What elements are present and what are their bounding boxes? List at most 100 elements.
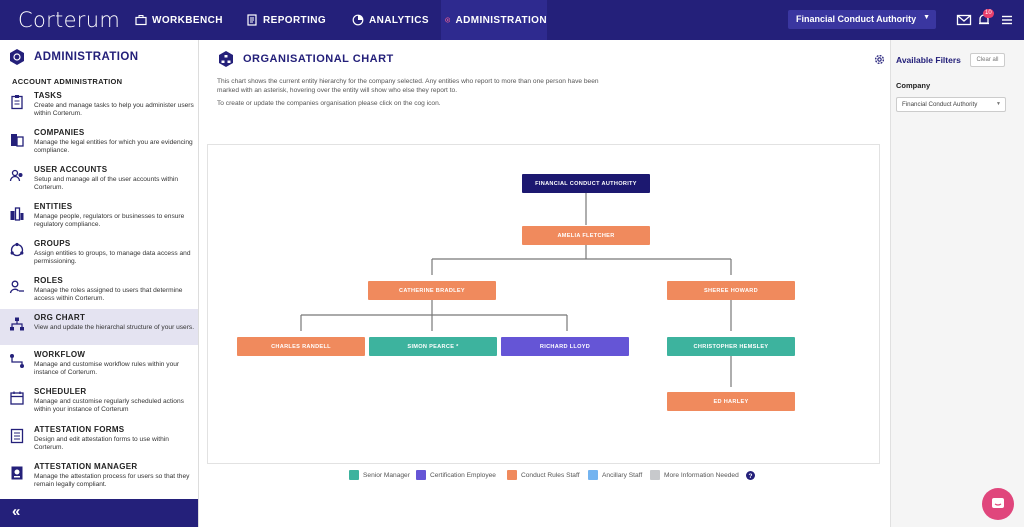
- sidebar-item-scheduler[interactable]: SCHEDULER Manage and customise regularly …: [0, 387, 198, 424]
- nav-administration[interactable]: ADMINISTRATION: [441, 0, 547, 40]
- nav-analytics-label: ANALYTICS: [369, 14, 429, 26]
- org-chart-connectors: [300, 193, 732, 387]
- building-icon: [11, 134, 24, 147]
- sidebar-item-org-chart[interactable]: ORG CHART View and update the hierarchal …: [0, 309, 198, 345]
- page-header: ORGANISATIONAL CHART: [217, 50, 394, 68]
- menu-icon[interactable]: [999, 12, 1015, 28]
- sidebar-item-description: Manage and customise workflow rules with…: [34, 361, 180, 377]
- legend-swatch: [416, 470, 426, 480]
- sidebar-item-user-accounts[interactable]: USER ACCOUNTS Setup and manage all of the…: [0, 165, 198, 202]
- nav-reporting-label: REPORTING: [263, 14, 327, 26]
- mail-icon[interactable]: [956, 12, 972, 28]
- workflow-icon: [10, 354, 24, 368]
- company-selector[interactable]: Financial Conduct Authority ▼: [788, 10, 936, 29]
- top-bar: Corterum WORKBENCH REPORTING ANALYTICS A…: [0, 0, 1024, 40]
- sidebar-item-title: ATTESTATION MANAGER: [34, 462, 138, 471]
- sidebar-item-title: ENTITIES: [34, 202, 73, 211]
- sidebar-item-companies[interactable]: COMPANIES Manage the legal entities for w…: [0, 128, 198, 165]
- org-node-cr[interactable]: CHARLES RANDELL: [237, 337, 365, 356]
- company-selector-value: Financial Conduct Authority: [796, 14, 917, 24]
- gear-icon[interactable]: [873, 53, 886, 66]
- sidebar-item-description: Create and manage tasks to help you admi…: [34, 102, 194, 118]
- legend-item: More Information Needed?: [650, 470, 755, 480]
- nav-analytics[interactable]: ANALYTICS: [352, 0, 429, 40]
- sidebar-item-description: Manage people, regulators or businesses …: [34, 213, 185, 229]
- filters-title: Available Filters: [896, 55, 961, 65]
- org-node-ch[interactable]: CHRISTOPHER HEMSLEY: [667, 337, 795, 356]
- sidebar-item-title: ORG CHART: [34, 313, 86, 322]
- nav-workbench[interactable]: WORKBENCH: [135, 0, 223, 40]
- nav-administration-label: ADMINISTRATION: [455, 14, 547, 26]
- user-key-icon: [9, 280, 24, 294]
- app-logo[interactable]: Corterum: [18, 8, 121, 32]
- chevron-down-icon: ▼: [996, 101, 1001, 107]
- legend-swatch: [507, 470, 517, 480]
- nav-workbench-label: WORKBENCH: [152, 14, 223, 26]
- page-description: This chart shows the current entity hier…: [217, 78, 599, 94]
- groups-icon: [10, 242, 24, 257]
- sidebar-item-title: SCHEDULER: [34, 387, 87, 396]
- legend-label: Ancillary Staff: [602, 471, 643, 479]
- entities-icon: [10, 207, 24, 221]
- page-title: ORGANISATIONAL CHART: [243, 53, 394, 65]
- sidebar-item-title: COMPANIES: [34, 128, 85, 137]
- org-chart-icon: [10, 317, 24, 331]
- sidebar-item-description: View and update the hierarchal structure…: [34, 324, 195, 331]
- clear-all-button[interactable]: Clear all: [970, 53, 1005, 67]
- double-chevron-left-icon: «: [12, 503, 21, 520]
- sidebar-item-title: ROLES: [34, 276, 64, 285]
- sidebar-collapse-button[interactable]: «: [0, 499, 198, 527]
- chevron-down-icon: ▼: [923, 14, 930, 21]
- chat-icon: [992, 498, 1004, 508]
- sidebar-item-attestation-manager[interactable]: ATTESTATION MANAGER Manage the attestatio…: [0, 462, 198, 499]
- clipboard-icon: [11, 95, 23, 110]
- org-node-rl[interactable]: RICHARD LLOYD: [501, 337, 629, 356]
- filters-panel: Available Filters Clear all Company Fina…: [890, 40, 1024, 527]
- help-icon[interactable]: ?: [745, 470, 755, 480]
- org-node-sp[interactable]: SIMON PEARCE *: [369, 337, 497, 356]
- nav-reporting[interactable]: REPORTING: [246, 0, 326, 40]
- sidebar-item-description: Manage the attestation process for users…: [34, 473, 190, 489]
- company-filter-label: Company: [896, 81, 931, 90]
- legend-item: Certification Employee: [416, 470, 496, 480]
- sidebar-item-tasks[interactable]: TASKS Create and manage tasks to help you…: [0, 91, 198, 128]
- admin-hex-icon: [10, 49, 24, 65]
- sidebar: ADMINISTRATION ACCOUNT ADMINISTRATION TA…: [0, 40, 199, 527]
- legend-label: Senior Manager: [363, 471, 410, 479]
- sidebar-title: ADMINISTRATION: [34, 51, 139, 63]
- org-node-cb[interactable]: CATHERINE BRADLEY: [368, 281, 496, 300]
- legend-swatch: [349, 470, 359, 480]
- pie-chart-icon: [352, 14, 364, 26]
- org-node-eh[interactable]: ED HARLEY: [667, 392, 795, 411]
- document-icon: [247, 14, 257, 26]
- org-chart-canvas: FINANCIAL CONDUCT AUTHORITY AMELIA FLETCH…: [212, 149, 877, 461]
- sidebar-item-description: Setup and manage all of the user account…: [34, 176, 179, 192]
- sidebar-section-label: ACCOUNT ADMINISTRATION: [12, 77, 123, 86]
- sidebar-header: ADMINISTRATION: [8, 48, 138, 66]
- attestation-icon: [11, 466, 23, 480]
- sidebar-item-groups[interactable]: GROUPS Assign entities to groups, to mana…: [0, 239, 198, 276]
- sidebar-item-roles[interactable]: ROLES Manage the roles assigned to users …: [0, 276, 198, 313]
- sidebar-item-attestation-forms[interactable]: ATTESTATION FORMS Design and edit attesta…: [0, 425, 198, 462]
- legend-swatch: [650, 470, 660, 480]
- admin-icon: [445, 17, 451, 23]
- sidebar-item-entities[interactable]: ENTITIES Manage people, regulators or bus…: [0, 202, 198, 239]
- chat-button[interactable]: [982, 488, 1014, 520]
- company-filter-value: Financial Conduct Authority: [902, 101, 978, 108]
- company-filter-select[interactable]: Financial Conduct Authority ▼: [896, 97, 1006, 112]
- org-chart-container: FINANCIAL CONDUCT AUTHORITY AMELIA FLETCH…: [207, 144, 880, 464]
- sidebar-item-title: TASKS: [34, 91, 63, 100]
- sidebar-item-title: ATTESTATION FORMS: [34, 425, 125, 434]
- sidebar-item-description: Manage the roles assigned to users that …: [34, 287, 183, 303]
- org-node-fca[interactable]: FINANCIAL CONDUCT AUTHORITY: [522, 174, 650, 193]
- sidebar-item-title: WORKFLOW: [34, 350, 86, 359]
- users-icon: [9, 169, 23, 182]
- page-instruction: To create or update the companies organi…: [217, 100, 441, 107]
- sidebar-item-title: USER ACCOUNTS: [34, 165, 108, 174]
- sidebar-item-workflow[interactable]: WORKFLOW Manage and customise workflow ru…: [0, 350, 198, 387]
- sidebar-item-title: GROUPS: [34, 239, 71, 248]
- org-node-sh[interactable]: SHEREE HOWARD: [667, 281, 795, 300]
- org-node-af[interactable]: AMELIA FLETCHER: [522, 226, 650, 245]
- sidebar-item-description: Manage and customise regularly scheduled…: [34, 398, 184, 414]
- legend-item: Ancillary Staff: [588, 470, 642, 480]
